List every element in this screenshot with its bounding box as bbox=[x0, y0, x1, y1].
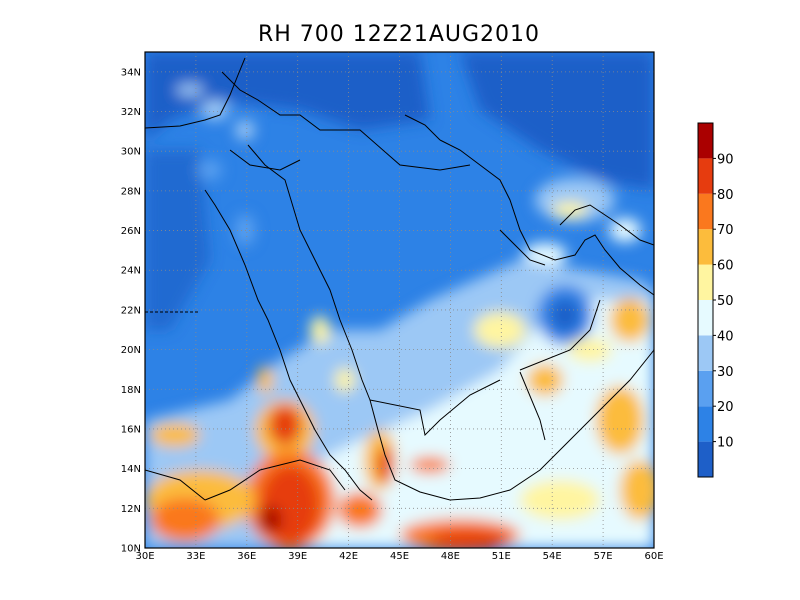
y-tick-label: 10N bbox=[121, 544, 141, 555]
map-grid bbox=[145, 52, 654, 548]
y-tick-label: 20N bbox=[121, 345, 141, 356]
colorbar-swatch bbox=[698, 441, 713, 477]
colorbar-label: 10 bbox=[717, 436, 734, 451]
y-tick-label: 26N bbox=[121, 226, 141, 237]
colorbar: 10 20 30 40 50 60 70 80 90 bbox=[697, 122, 734, 478]
x-axis-ticks: 30E 33E 36E 39E 42E 45E 48E 51E 54E 57E 60E bbox=[135, 551, 663, 562]
y-tick-label: 14N bbox=[121, 464, 141, 475]
colorbar-swatch bbox=[698, 264, 713, 300]
colorbar-label: 30 bbox=[717, 365, 734, 380]
colorbar-label: 90 bbox=[717, 152, 734, 167]
colorbar-swatch bbox=[698, 193, 713, 230]
colorbar-label: 20 bbox=[717, 400, 734, 415]
map-frame bbox=[144, 51, 655, 549]
y-tick-label: 24N bbox=[121, 266, 141, 277]
y-tick-label: 32N bbox=[121, 107, 141, 118]
x-tick-label: 36E bbox=[237, 551, 256, 562]
colorbar-swatch bbox=[698, 406, 713, 442]
y-tick-label: 30N bbox=[121, 147, 141, 158]
colorbar-swatch bbox=[698, 335, 713, 371]
colorbar-swatch bbox=[698, 229, 713, 265]
x-tick-label: 30E bbox=[135, 551, 154, 562]
x-tick-label: 33E bbox=[186, 551, 205, 562]
x-tick-label: 54E bbox=[543, 551, 562, 562]
colorbar-label: 70 bbox=[717, 223, 734, 238]
colorbar-swatch bbox=[698, 158, 713, 194]
x-tick-label: 45E bbox=[390, 551, 409, 562]
y-tick-label: 22N bbox=[121, 305, 141, 316]
colorbar-label: 60 bbox=[717, 259, 734, 274]
y-tick-label: 18N bbox=[121, 385, 141, 396]
x-tick-label: 51E bbox=[492, 551, 511, 562]
colorbar-label: 50 bbox=[717, 294, 734, 309]
y-tick-label: 28N bbox=[121, 186, 141, 197]
x-tick-label: 42E bbox=[339, 551, 358, 562]
colorbar-swatch bbox=[698, 370, 713, 407]
x-tick-label: 39E bbox=[288, 551, 307, 562]
colorbar-swatch bbox=[698, 300, 713, 336]
x-tick-label: 48E bbox=[441, 551, 460, 562]
x-tick-label: 60E bbox=[644, 551, 663, 562]
humidity-field bbox=[145, 52, 654, 548]
x-tick-label: 57E bbox=[594, 551, 613, 562]
colorbar-label: 40 bbox=[717, 329, 734, 344]
coastlines bbox=[145, 57, 654, 501]
colorbar-label: 80 bbox=[717, 188, 734, 203]
y-tick-label: 16N bbox=[121, 424, 141, 435]
figure-title: RH 700 12Z21AUG2010 bbox=[258, 22, 540, 47]
y-axis-ticks: 10N 12N 14N 16N 18N 20N 22N 24N 26N 28N 30N 32N 34N bbox=[121, 67, 141, 554]
y-tick-label: 34N bbox=[121, 67, 141, 78]
colorbar-swatch bbox=[698, 123, 713, 159]
y-tick-label: 12N bbox=[121, 504, 141, 515]
